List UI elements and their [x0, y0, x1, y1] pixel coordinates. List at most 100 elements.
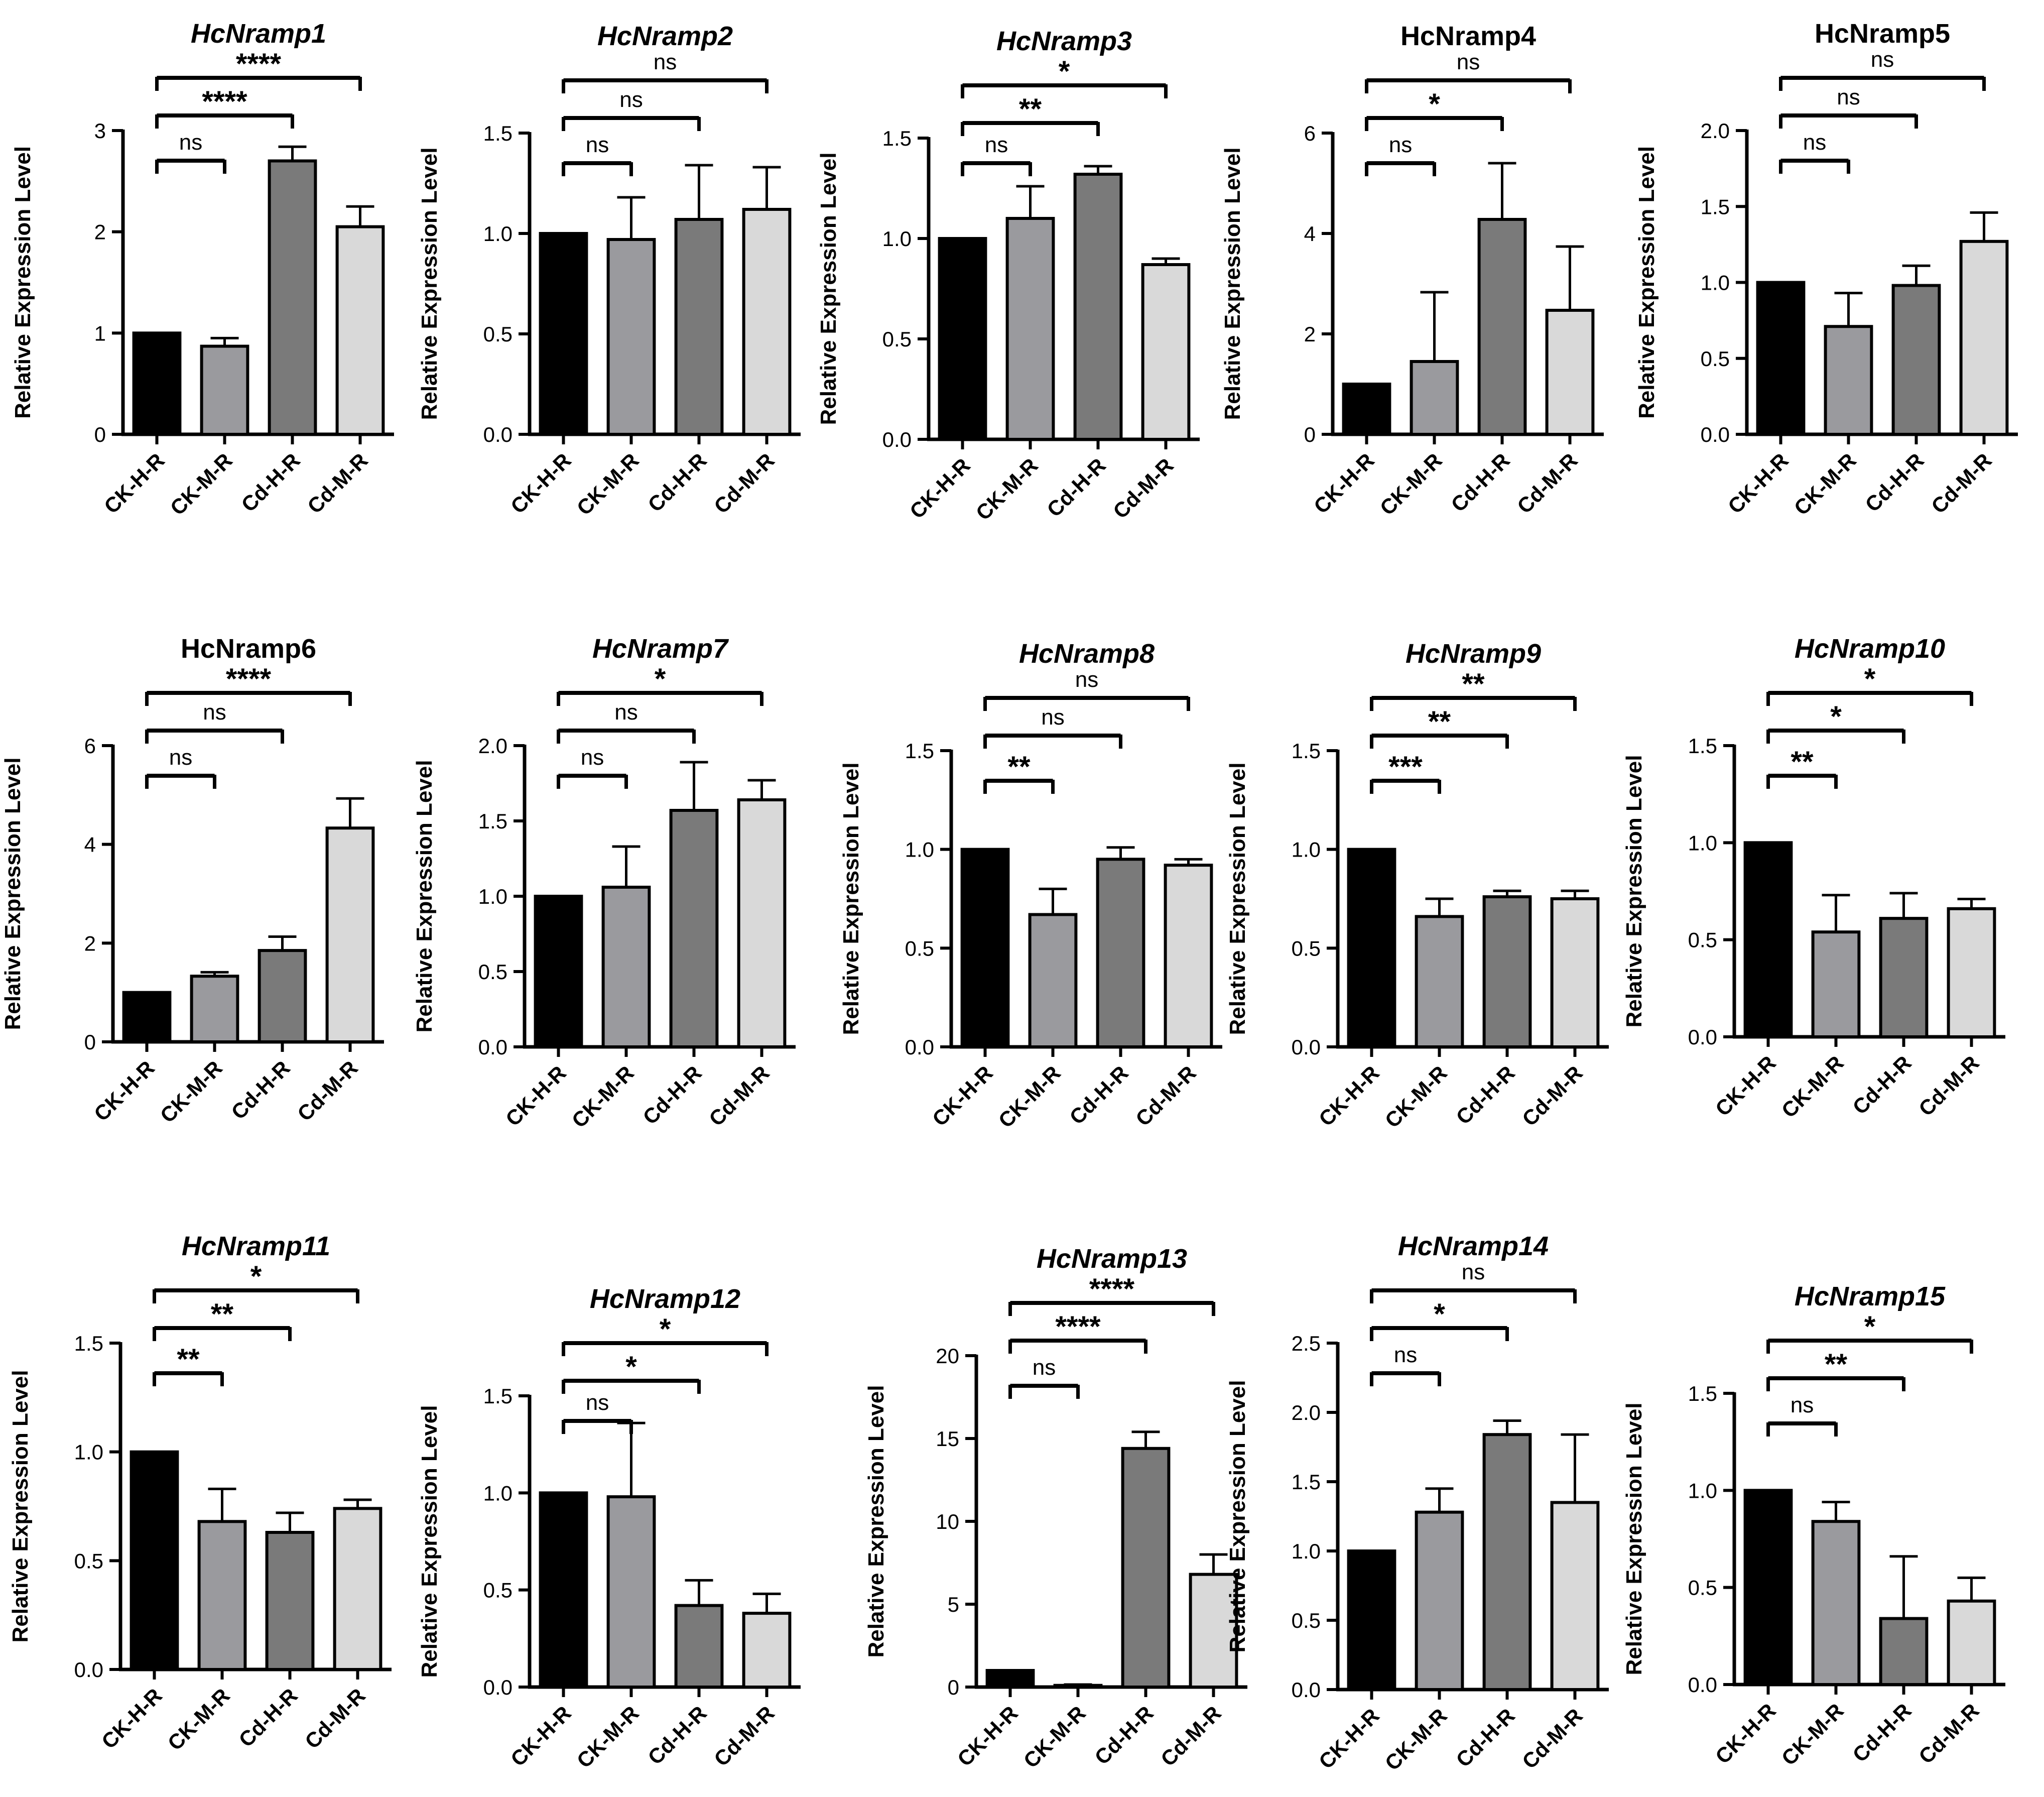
- y-tick-label: 15: [936, 1427, 959, 1451]
- bar-Cd-H-R: [674, 218, 724, 436]
- bar-CK-H-R: [130, 1450, 179, 1671]
- y-tick-label: 0: [1304, 423, 1316, 446]
- y-tick-label: 1.5: [483, 1384, 513, 1408]
- x-tick-label: Cd-H-R: [1042, 453, 1110, 521]
- x-tick-label: CK-M-R: [1380, 1704, 1452, 1775]
- chart-panel-3: HcNramp3 0.0 0.5 1.0 1.5 Relative Expression …: [816, 26, 1200, 525]
- x-tick-label: CK-M-R: [163, 1684, 234, 1755]
- y-tick-label: 1.5: [1292, 1470, 1321, 1494]
- y-axis-label: Relative Expression Level: [816, 153, 841, 425]
- y-tick-label: 0.0: [1688, 1025, 1717, 1049]
- y-tick-label: 2: [94, 220, 106, 244]
- y-tick-label: 1.5: [1688, 1382, 1717, 1405]
- chart-panel-1: HcNramp1 0 1 2 3 Relative Expression Level CK-…: [11, 19, 394, 520]
- chart-title: HcNramp8: [1019, 639, 1155, 669]
- y-tick-label: 10: [936, 1510, 959, 1533]
- y-tick-label: 0.0: [483, 1675, 513, 1699]
- y-tick-label: 0.0: [1701, 423, 1730, 446]
- bar-CK-M-R: [1811, 1520, 1861, 1686]
- x-tick-label: Cd-H-R: [1090, 1701, 1158, 1769]
- y-tick-label: 2.0: [1292, 1401, 1321, 1424]
- significance-label: **: [1019, 93, 1042, 126]
- significance-label: ns: [1837, 85, 1860, 109]
- significance-label: ns: [586, 133, 609, 157]
- y-tick-label: 1.0: [74, 1441, 103, 1464]
- x-tick-label: CK-M-R: [1380, 1061, 1452, 1132]
- bar-Cd-H-R: [268, 159, 317, 436]
- x-tick-label: CK-H-R: [506, 448, 576, 518]
- significance-label: *: [1429, 88, 1440, 121]
- x-tick-label: Cd-M-R: [1914, 1699, 1984, 1768]
- bar-CK-M-R: [1028, 913, 1078, 1048]
- bar-Cd-M-R: [1959, 239, 2009, 436]
- x-tick-label: Cd-M-R: [704, 1061, 774, 1131]
- bar-Cd-M-R: [1141, 263, 1191, 441]
- significance-label: *: [1864, 1310, 1876, 1343]
- y-tick-label: 0.5: [483, 1579, 513, 1602]
- chart-panel-12: HcNramp12 0.0 0.5 1.0 1.5 Relative Expression…: [417, 1284, 801, 1772]
- bar-Cd-H-R: [1096, 858, 1145, 1049]
- bar-CK-H-R: [1342, 383, 1391, 436]
- bar-Cd-H-R: [258, 949, 307, 1044]
- x-tick-label: Cd-H-R: [1451, 1061, 1519, 1129]
- x-tick-label: CK-M-R: [1375, 448, 1447, 520]
- bar-CK-H-R: [1743, 841, 1793, 1039]
- y-axis-label: Relative Expression Level: [417, 1405, 442, 1678]
- significance-label: *: [1830, 700, 1842, 733]
- y-axis-label: Relative Expression Level: [1634, 146, 1659, 419]
- bar-CK-H-R: [1347, 848, 1396, 1048]
- significance-label: **: [211, 1298, 234, 1331]
- x-tick-label: CK-M-R: [1019, 1701, 1090, 1772]
- y-tick-label: 1: [94, 321, 106, 345]
- y-tick-label: 0.5: [478, 960, 507, 984]
- y-tick-label: 1.5: [1292, 739, 1321, 763]
- y-tick-label: 6: [84, 734, 96, 758]
- y-axis-label: Relative Expression Level: [1225, 763, 1250, 1035]
- x-tick-label: CK-M-R: [572, 448, 644, 520]
- bar-CK-H-R: [1756, 281, 1806, 436]
- y-tick-label: 1.5: [74, 1332, 103, 1355]
- chart-title: HcNramp6: [181, 634, 316, 664]
- bar-CK-H-R: [938, 237, 987, 441]
- significance-label: ns: [179, 130, 202, 155]
- chart-title: HcNramp13: [1037, 1244, 1187, 1274]
- chart-title: HcNramp15: [1795, 1281, 1946, 1311]
- significance-label: ****: [226, 663, 272, 695]
- significance-label: ns: [1803, 130, 1826, 155]
- significance-label: ****: [1089, 1273, 1135, 1305]
- bar-Cd-M-R: [1550, 1501, 1600, 1691]
- x-tick-label: CK-M-R: [567, 1061, 638, 1132]
- x-tick-label: CK-H-R: [1711, 1051, 1780, 1121]
- significance-label: ns: [581, 745, 604, 770]
- x-tick-label: CK-H-R: [89, 1056, 159, 1126]
- y-tick-label: 1.5: [882, 127, 912, 150]
- significance-label: ns: [1389, 133, 1412, 157]
- y-tick-label: 0.0: [1688, 1673, 1717, 1697]
- y-tick-label: 2.0: [478, 734, 507, 758]
- bar-CK-H-R: [539, 232, 588, 436]
- y-axis-label: Relative Expression Level: [1622, 755, 1646, 1028]
- significance-label: ****: [202, 85, 247, 118]
- bar-Cd-M-R: [1545, 309, 1595, 436]
- bar-CK-H-R: [539, 1491, 588, 1689]
- significance-label: ns: [1075, 667, 1098, 692]
- significance-label: ns: [203, 700, 226, 725]
- y-tick-label: 1.0: [478, 885, 507, 908]
- y-tick-label: 1.5: [905, 739, 934, 763]
- y-tick-label: 4: [1304, 222, 1316, 246]
- significance-label: ns: [169, 745, 192, 770]
- significance-label: ***: [1388, 751, 1423, 783]
- bar-CK-M-R: [601, 886, 651, 1048]
- bar-CK-H-R: [132, 331, 182, 436]
- bar-Cd-M-R: [1947, 907, 1996, 1039]
- x-tick-label: CK-H-R: [1314, 1704, 1384, 1773]
- y-tick-label: 5: [948, 1593, 959, 1616]
- significance-label: **: [1791, 746, 1814, 778]
- x-tick-label: Cd-H-R: [236, 448, 304, 516]
- x-tick-label: Cd-M-R: [1131, 1061, 1201, 1131]
- x-tick-label: Cd-M-R: [709, 1701, 779, 1771]
- x-tick-label: CK-M-R: [971, 453, 1043, 525]
- bar-CK-M-R: [197, 1520, 247, 1671]
- x-tick-label: Cd-H-R: [1446, 448, 1514, 516]
